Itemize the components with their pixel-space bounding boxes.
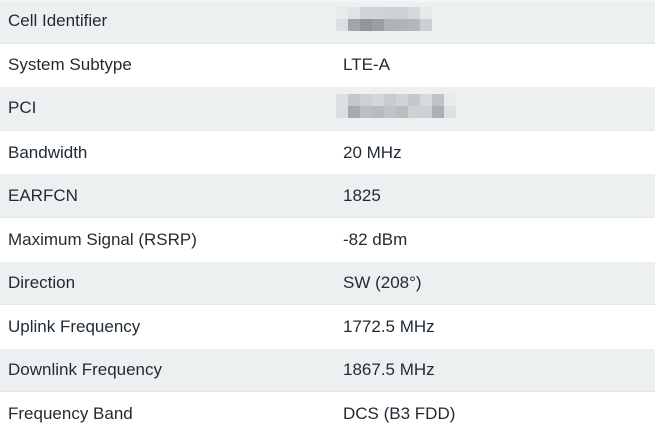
redaction-pixel — [348, 105, 360, 118]
redaction-pixel — [360, 18, 372, 31]
redaction-pixel — [420, 93, 432, 106]
redaction-pixel — [432, 105, 444, 118]
row-value: SW (208°) — [343, 272, 422, 292]
redaction-pixel — [372, 105, 384, 118]
row-value: DCS (B3 FDD) — [343, 404, 456, 424]
redaction-pixel — [396, 6, 408, 19]
redacted-value-mosaic — [336, 93, 456, 118]
redaction-pixel-row — [336, 93, 456, 106]
redaction-pixel — [384, 6, 396, 19]
table-row-bandwidth: Bandwidth 20 MHz — [0, 130, 655, 175]
row-value: 1867.5 MHz — [343, 360, 435, 380]
redaction-pixel — [360, 6, 372, 19]
table-row-maximum-signal: Maximum Signal (RSRP) -82 dBm — [0, 217, 655, 262]
row-label: Maximum Signal (RSRP) — [8, 229, 197, 249]
table-row-direction: Direction SW (208°) — [0, 261, 655, 306]
redaction-pixel — [360, 93, 372, 106]
redaction-pixel — [396, 105, 408, 118]
redaction-pixel — [396, 93, 408, 106]
redaction-pixel-row — [336, 6, 432, 19]
redaction-pixel — [336, 18, 348, 31]
row-value: 1772.5 MHz — [343, 316, 435, 336]
redaction-pixel — [408, 105, 420, 118]
table-row-frequency-band: Frequency Band DCS (B3 FDD) — [0, 392, 655, 436]
redaction-pixel — [336, 93, 348, 106]
redaction-pixel — [432, 93, 444, 106]
table-row-system-subtype: System Subtype LTE-A — [0, 43, 655, 88]
row-label: Direction — [8, 272, 76, 292]
row-value: -82 dBm — [343, 229, 408, 249]
redaction-pixel — [408, 18, 420, 31]
table-row-downlink-frequency: Downlink Frequency 1867.5 MHz — [0, 348, 655, 393]
redaction-pixel — [372, 18, 384, 31]
redaction-pixel — [336, 105, 348, 118]
redaction-pixel — [348, 6, 360, 19]
row-label: Frequency Band — [8, 404, 133, 424]
redacted-value-mosaic — [336, 6, 432, 31]
row-value: 1825 — [343, 185, 381, 205]
redaction-pixel — [360, 105, 372, 118]
redaction-pixel — [372, 93, 384, 106]
table-row-earfcn: EARFCN 1825 — [0, 174, 655, 218]
redaction-pixel — [384, 93, 396, 106]
redaction-pixel — [420, 105, 432, 118]
table-row-cell-identifier: Cell Identifier — [0, 0, 655, 44]
redaction-pixel — [396, 18, 408, 31]
redaction-pixel — [336, 6, 348, 19]
redaction-pixel — [408, 6, 420, 19]
redaction-pixel — [348, 18, 360, 31]
redaction-pixel-row — [336, 18, 432, 31]
table-row-pci: PCI — [0, 87, 655, 131]
redaction-pixel — [444, 93, 456, 106]
row-value — [336, 6, 655, 36]
row-label: Cell Identifier — [8, 11, 108, 31]
row-label: Uplink Frequency — [8, 316, 141, 336]
redaction-pixel — [348, 93, 360, 106]
row-label: Bandwidth — [8, 142, 88, 162]
redaction-pixel — [444, 105, 456, 118]
redaction-pixel — [420, 18, 432, 31]
row-value — [336, 93, 655, 123]
redaction-pixel — [384, 18, 396, 31]
row-label: Downlink Frequency — [8, 360, 163, 380]
row-value: 20 MHz — [343, 142, 402, 162]
redaction-pixel — [384, 105, 396, 118]
row-label: System Subtype — [8, 55, 132, 75]
redaction-pixel — [420, 6, 432, 19]
row-label: PCI — [8, 98, 37, 118]
redaction-pixel-row — [336, 105, 456, 118]
row-value: LTE-A — [343, 55, 390, 75]
redaction-pixel — [408, 93, 420, 106]
redaction-pixel — [372, 6, 384, 19]
table-row-uplink-frequency: Uplink Frequency 1772.5 MHz — [0, 305, 655, 349]
row-label: EARFCN — [8, 185, 78, 205]
